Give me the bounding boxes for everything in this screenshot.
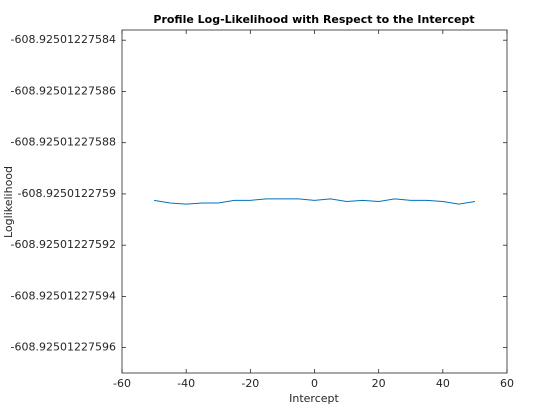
- y-tick-label: -608.92501227592: [11, 238, 116, 251]
- x-tick-label: -20: [241, 377, 259, 390]
- chart-title: Profile Log-Likelihood with Respect to t…: [153, 13, 474, 26]
- x-tick-label: 40: [436, 377, 450, 390]
- data-line: [154, 198, 475, 205]
- x-axis-label: Intercept: [289, 392, 339, 405]
- plot-area: [121, 29, 508, 374]
- x-tick-label: 20: [372, 377, 386, 390]
- y-tick-label: -608.92501227584: [11, 33, 116, 46]
- x-tick-label: -40: [177, 377, 195, 390]
- y-axis-label: Loglikelihood: [2, 166, 15, 238]
- x-tick-label: 60: [500, 377, 514, 390]
- y-tick-label: -608.9250122759: [18, 187, 116, 200]
- y-tick-label: -608.92501227586: [11, 84, 116, 97]
- y-tick-label: -608.92501227596: [11, 340, 116, 353]
- x-tick-label: 0: [311, 377, 318, 390]
- y-tick-label: -608.92501227588: [11, 136, 116, 149]
- x-tick-label: -60: [113, 377, 131, 390]
- y-tick-label: -608.92501227594: [11, 289, 116, 302]
